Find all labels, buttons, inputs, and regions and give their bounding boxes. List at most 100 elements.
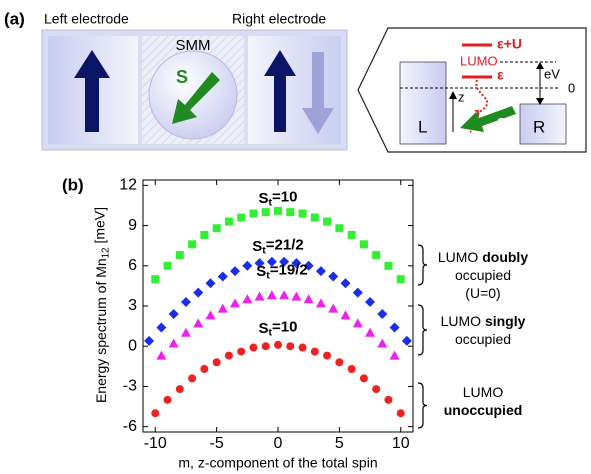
data-point — [200, 231, 208, 239]
data-point — [323, 218, 331, 226]
data-point — [365, 297, 375, 307]
annotation: LUMO — [463, 384, 504, 400]
data-point — [311, 214, 319, 222]
data-point — [377, 339, 387, 348]
data-point — [397, 409, 405, 417]
data-point — [164, 262, 172, 270]
panel-label: (b) — [62, 175, 84, 194]
data-point — [225, 352, 233, 360]
data-point — [230, 266, 240, 276]
x-axis-label: m, z-component of the total spin — [178, 455, 377, 471]
plot-frame — [143, 180, 413, 432]
series-label: St=10 — [259, 188, 298, 208]
label: z — [458, 89, 465, 104]
data-point — [353, 318, 363, 327]
data-point — [360, 374, 368, 382]
series-label: St=19/2 — [256, 261, 307, 281]
data-point — [397, 275, 405, 283]
label: S — [176, 67, 188, 87]
data-point — [255, 292, 265, 301]
label: 0 — [568, 80, 575, 95]
data-point — [218, 304, 228, 313]
data-point — [169, 309, 179, 319]
annotation: unoccupied — [444, 402, 523, 418]
label: Left electrode — [44, 11, 129, 27]
data-point — [225, 218, 233, 226]
label: ε — [497, 67, 504, 83]
annotation: occupied — [455, 331, 511, 347]
data-point — [151, 409, 159, 417]
data-point — [328, 304, 338, 313]
data-point — [242, 294, 252, 303]
data-point — [291, 292, 301, 301]
data-point — [274, 207, 282, 215]
data-point — [384, 262, 392, 270]
annotation-text: doubly — [482, 249, 528, 265]
brace — [418, 383, 427, 428]
data-point — [360, 240, 368, 248]
data-point — [151, 275, 159, 283]
data-point — [188, 240, 196, 248]
data-point — [262, 342, 270, 350]
label: L — [418, 117, 427, 136]
data-point — [249, 210, 257, 218]
data-point — [335, 358, 343, 366]
data-point — [384, 396, 392, 404]
y-tick-label: 9 — [128, 217, 137, 234]
data-point — [323, 352, 331, 360]
annotation: LUMO singly — [441, 313, 526, 329]
data-point — [390, 322, 400, 332]
data-point — [267, 290, 277, 299]
x-tick-label: 5 — [335, 435, 344, 452]
y-tick-label: 3 — [128, 297, 137, 314]
label: ε+U — [497, 36, 522, 52]
data-point — [176, 251, 184, 259]
data-point — [348, 231, 356, 239]
label: LUMO — [460, 53, 498, 68]
annotation-text: LUMO — [438, 249, 482, 265]
panel-label: (a) — [4, 9, 25, 28]
label: eV — [544, 66, 560, 81]
data-point — [316, 266, 326, 276]
data-point — [316, 298, 326, 307]
data-point — [372, 251, 380, 259]
y-tick-label: 12 — [119, 177, 137, 194]
data-point — [156, 351, 166, 360]
y-axis-label: Energy spectrum of Mn12 [meV] — [91, 207, 111, 403]
annotation-text: occupied — [455, 331, 511, 347]
data-point — [390, 351, 400, 360]
data-point — [181, 297, 191, 307]
data-point — [213, 358, 221, 366]
label: Right electrode — [232, 11, 326, 27]
data-point — [279, 290, 289, 299]
data-point — [341, 278, 351, 288]
annotation-text: LUMO — [463, 384, 504, 400]
annotation-text: LUMO — [441, 313, 485, 329]
data-point — [299, 344, 307, 352]
annotation: LUMO doubly — [438, 249, 528, 265]
x-tick-label: -5 — [210, 435, 224, 452]
data-point — [206, 278, 216, 288]
data-point — [304, 294, 314, 303]
data-point — [286, 208, 294, 216]
data-point — [335, 224, 343, 232]
annotation-text: singly — [485, 313, 526, 329]
data-point — [230, 298, 240, 307]
data-point — [193, 288, 203, 298]
data-point — [181, 328, 191, 337]
data-point — [156, 322, 166, 332]
data-point — [377, 309, 387, 319]
label: R — [533, 117, 545, 136]
data-point — [200, 365, 208, 373]
data-point — [372, 385, 380, 393]
x-tick-label: 10 — [392, 435, 410, 452]
annotation-text: occupied — [455, 267, 511, 283]
data-point — [169, 339, 179, 348]
series-label: St=21/2 — [252, 236, 303, 256]
annotation: (U=0) — [465, 285, 500, 301]
data-point — [144, 336, 154, 346]
y-tick-label: 6 — [128, 257, 137, 274]
brace — [418, 245, 427, 285]
data-point — [218, 272, 228, 282]
data-point — [286, 342, 294, 350]
